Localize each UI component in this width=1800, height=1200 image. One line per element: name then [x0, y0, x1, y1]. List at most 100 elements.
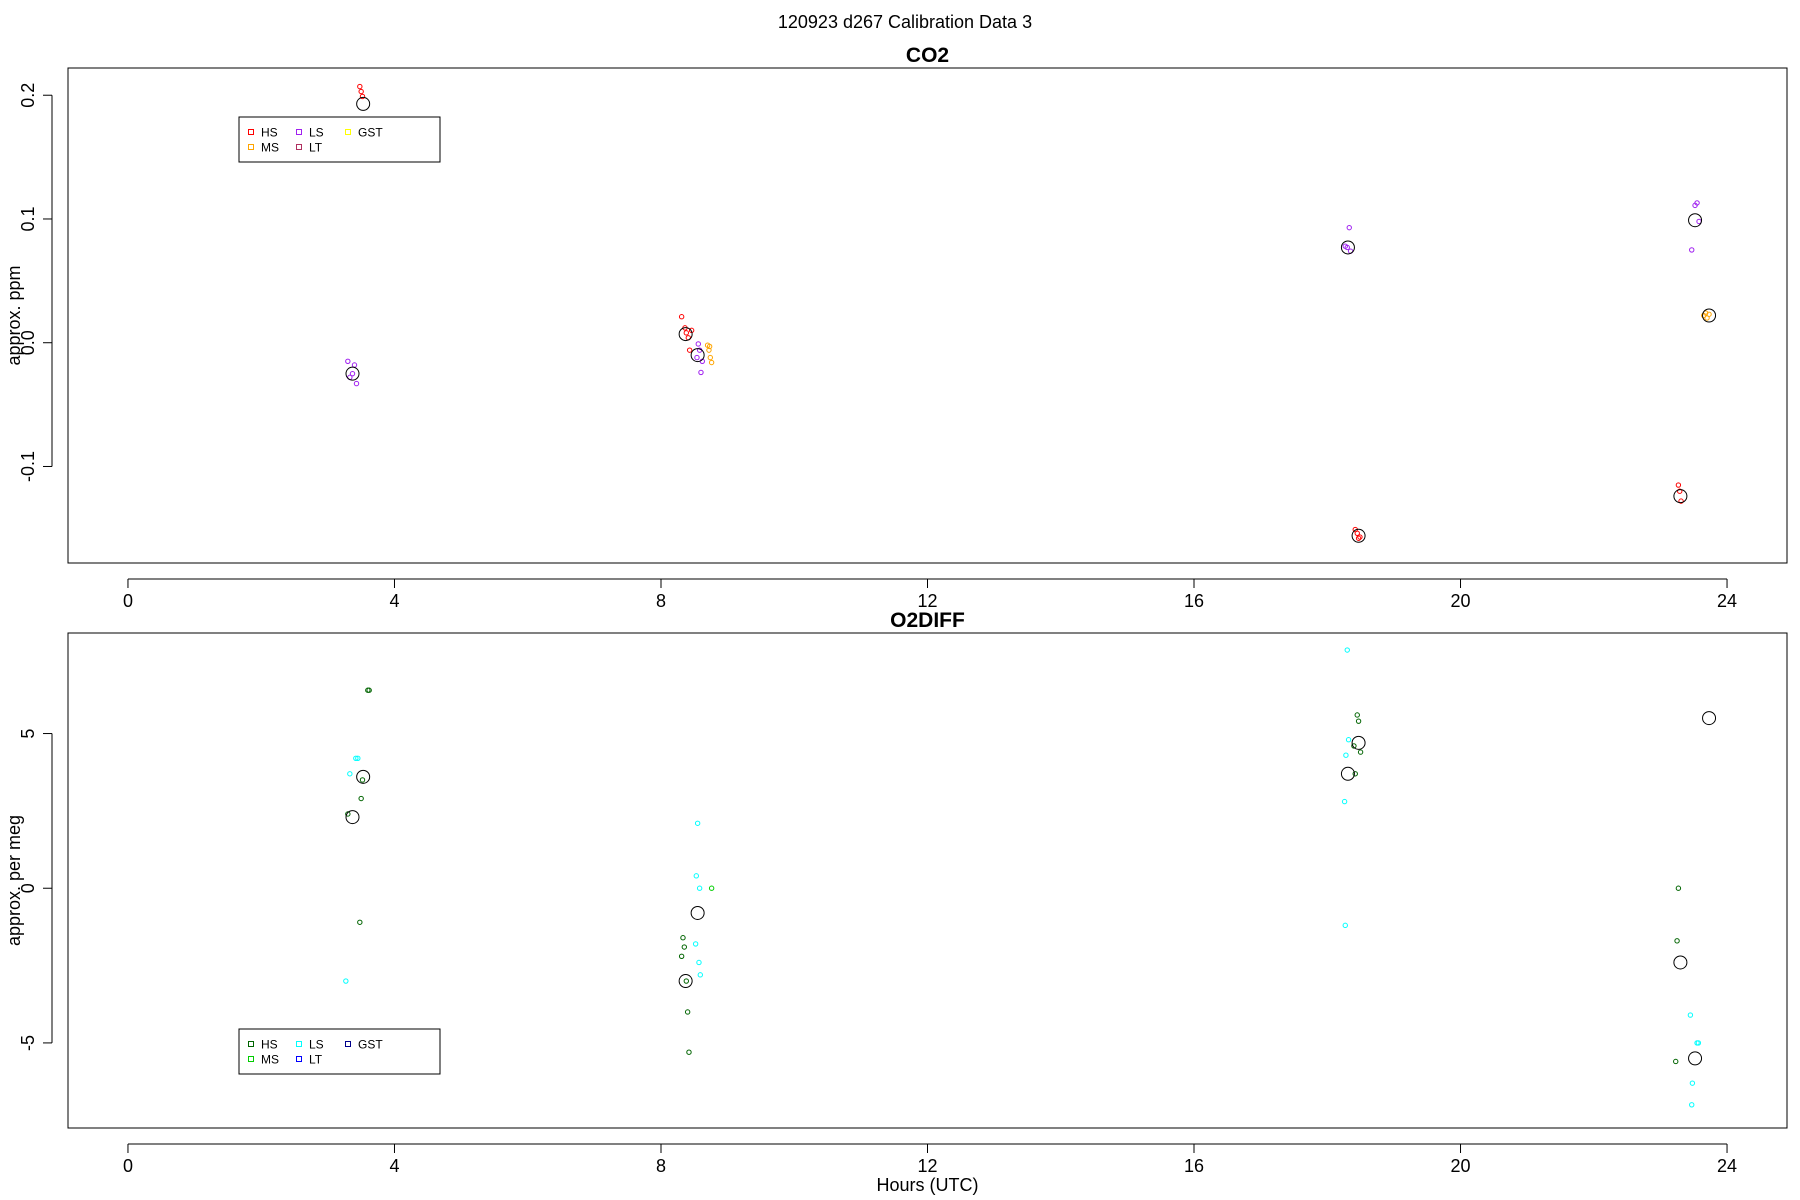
data-point	[345, 811, 351, 817]
data-point	[708, 885, 715, 891]
data-point	[359, 93, 366, 100]
data-point	[696, 959, 702, 966]
mean-point	[1688, 213, 1703, 228]
data-point	[1345, 737, 1352, 743]
data-point	[1687, 1012, 1694, 1018]
mean-point	[345, 810, 360, 825]
series-ms	[704, 310, 1712, 366]
data-point	[678, 314, 685, 320]
data-point	[696, 885, 703, 891]
panel-title: CO2	[906, 44, 949, 67]
legend-label: HS	[261, 1038, 278, 1052]
y-tick-label: 0.1	[18, 206, 38, 231]
legend-label: LT	[309, 141, 323, 155]
data-point	[695, 341, 701, 347]
x-tick-label: 8	[656, 1156, 666, 1176]
chart-panels: CO2 0 4 8 12 16 20 24 -0.1 0.0 0.1 0.2 approx. ppm HS…	[4, 44, 1788, 1195]
series-hs	[357, 83, 1684, 541]
data-point	[1342, 243, 1348, 249]
mean-point	[345, 366, 360, 381]
mean-point	[690, 905, 705, 920]
mean-point	[1702, 711, 1717, 726]
data-point	[1675, 885, 1682, 891]
data-point	[1706, 311, 1712, 317]
data-point	[357, 919, 363, 925]
data-point	[686, 347, 693, 353]
mean-point	[1340, 240, 1355, 255]
legend-swatch	[296, 1041, 302, 1047]
legend-swatch	[248, 144, 254, 150]
x-tick-label: 4	[389, 591, 399, 611]
legend-label: LS	[309, 126, 324, 140]
data-point	[1343, 752, 1349, 758]
data-point	[353, 380, 360, 387]
plot-frame	[67, 632, 1788, 1129]
data-point	[1673, 1058, 1679, 1065]
data-point	[694, 354, 700, 361]
legend-swatch	[345, 129, 351, 135]
data-point	[1342, 922, 1348, 929]
data-point	[1675, 482, 1682, 488]
data-point	[706, 343, 713, 350]
series-hs	[345, 687, 1682, 1065]
data-point	[1678, 498, 1684, 504]
mean-point	[690, 348, 705, 363]
legend-label: MS	[261, 1053, 279, 1067]
data-point	[1351, 743, 1357, 749]
data-point	[681, 944, 688, 950]
data-point	[680, 935, 686, 941]
legend-swatch	[248, 1041, 254, 1047]
mean-point	[678, 327, 693, 342]
data-point	[698, 369, 704, 376]
series-ls	[345, 200, 1702, 387]
x-tick-label: 24	[1717, 1156, 1737, 1176]
mean-markers	[345, 96, 1717, 543]
data-point	[694, 820, 701, 826]
data-point	[366, 687, 372, 693]
data-point	[684, 1009, 691, 1015]
data-point	[1354, 530, 1360, 536]
x-tick-label: 16	[1184, 1156, 1204, 1176]
x-tick-label: 16	[1184, 591, 1204, 611]
x-tick-label: 12	[917, 1156, 937, 1176]
series-ms	[708, 885, 715, 891]
mean-point	[1340, 766, 1355, 781]
data-point	[349, 370, 356, 377]
data-point	[359, 777, 366, 783]
data-point	[697, 972, 703, 978]
legend-swatch	[296, 129, 302, 135]
data-point	[683, 978, 690, 984]
y-axis-title: approx. per meg	[4, 815, 24, 946]
data-point	[1352, 771, 1358, 777]
panel-title: O2DIFF	[890, 609, 965, 632]
data-point	[686, 1049, 692, 1055]
x-tick-label: 24	[1717, 591, 1737, 611]
legend-swatch	[248, 129, 254, 135]
data-point	[358, 795, 364, 802]
data-point	[1357, 749, 1364, 755]
mean-point	[1673, 489, 1688, 504]
data-point	[678, 953, 685, 959]
data-point	[693, 873, 700, 879]
mean-markers	[345, 711, 1717, 1066]
x-tick-label: 4	[389, 1156, 399, 1176]
legend-swatch	[296, 1056, 302, 1062]
legend-swatch	[345, 1041, 351, 1047]
legend-label: GST	[358, 126, 383, 140]
mean-point	[356, 769, 371, 784]
data-point	[708, 359, 715, 366]
data-point	[1689, 247, 1695, 253]
data-point	[683, 330, 690, 336]
legend-swatch	[248, 1056, 254, 1062]
data-point	[358, 88, 364, 95]
data-point	[355, 755, 361, 761]
mean-point	[1351, 528, 1366, 543]
mean-point	[1688, 1051, 1703, 1066]
x-tick-label: 20	[1451, 1156, 1471, 1176]
y-axis-title: approx. ppm	[4, 265, 24, 365]
data-point	[345, 358, 351, 364]
mean-point	[678, 974, 693, 989]
